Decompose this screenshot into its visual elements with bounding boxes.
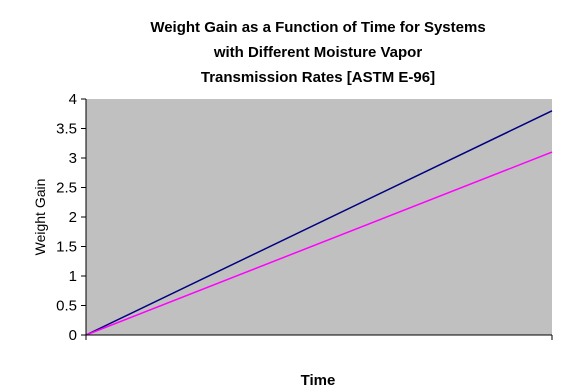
chart-title-line-3: Transmission Rates [ASTM E-96]	[201, 69, 435, 86]
series-layer	[85, 110, 553, 336]
y-tick-label: 0.5	[56, 298, 77, 315]
y-tick-label: 3	[69, 150, 77, 167]
y-tick-label: 0	[69, 327, 77, 344]
chart-title: Weight Gain as a Function of Time for Sy…	[150, 19, 485, 86]
series-line-2	[85, 151, 553, 336]
x-axis-label: Time	[301, 372, 336, 387]
y-axis-ticks: 0 0.5 1 1.5 2 2.5 3 3.5 4	[56, 91, 86, 344]
series-line-1	[85, 110, 553, 336]
y-tick-label: 4	[69, 91, 77, 108]
y-tick-label: 1.5	[56, 239, 77, 256]
y-tick-label: 2.5	[56, 180, 77, 197]
y-axis-label: Weight Gain	[32, 179, 48, 256]
chart-title-line-2: with Different Moisture Vapor	[213, 44, 423, 61]
y-tick-label: 1	[69, 268, 77, 285]
plot-area	[86, 99, 552, 335]
y-tick-label: 2	[69, 209, 77, 226]
y-tick-label: 3.5	[56, 121, 77, 138]
chart-title-line-1: Weight Gain as a Function of Time for Sy…	[150, 19, 485, 36]
